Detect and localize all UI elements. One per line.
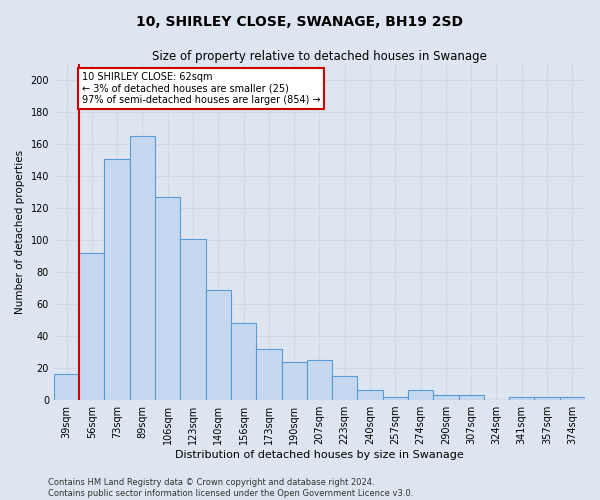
Bar [560, 397, 585, 400]
Bar [231, 324, 256, 400]
Bar [358, 390, 383, 400]
Text: Contains HM Land Registry data © Crown copyright and database right 2024.
Contai: Contains HM Land Registry data © Crown c… [48, 478, 413, 498]
Bar [433, 396, 458, 400]
Bar [54, 374, 79, 400]
Bar [79, 253, 104, 400]
Bar [206, 290, 231, 400]
Text: 10, SHIRLEY CLOSE, SWANAGE, BH19 2SD: 10, SHIRLEY CLOSE, SWANAGE, BH19 2SD [137, 15, 464, 29]
Bar [509, 397, 535, 400]
Bar [256, 349, 281, 400]
Bar [281, 362, 307, 400]
Bar [307, 360, 332, 400]
Bar [535, 397, 560, 400]
Text: 10 SHIRLEY CLOSE: 62sqm
← 3% of detached houses are smaller (25)
97% of semi-det: 10 SHIRLEY CLOSE: 62sqm ← 3% of detached… [82, 72, 320, 106]
X-axis label: Distribution of detached houses by size in Swanage: Distribution of detached houses by size … [175, 450, 464, 460]
Bar [130, 136, 155, 400]
Bar [104, 158, 130, 400]
Bar [155, 197, 181, 400]
Bar [458, 396, 484, 400]
Bar [332, 376, 358, 400]
Bar [181, 238, 206, 400]
Title: Size of property relative to detached houses in Swanage: Size of property relative to detached ho… [152, 50, 487, 63]
Bar [383, 397, 408, 400]
Y-axis label: Number of detached properties: Number of detached properties [15, 150, 25, 314]
Bar [408, 390, 433, 400]
